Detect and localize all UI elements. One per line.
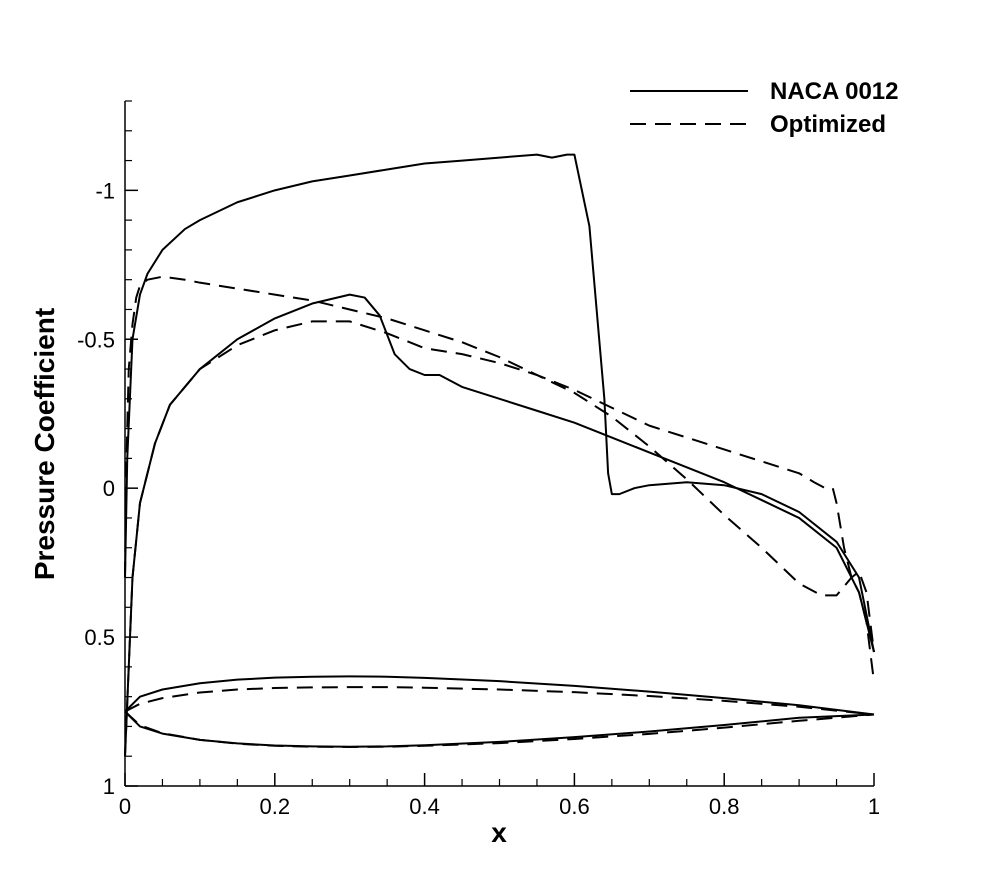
- x-tick-label: 0.6: [559, 794, 590, 819]
- y-tick-label: -0.5: [77, 327, 115, 352]
- legend-label-naca-0012: NACA 0012: [770, 78, 899, 105]
- x-tick-label: 1: [868, 794, 880, 819]
- naca-0012-airfoil-upper-contour-line: [124, 675, 875, 716]
- series-layer: [124, 153, 875, 757]
- axes: [124, 101, 874, 787]
- y-tick-label: 0: [103, 476, 115, 501]
- naca-0012-airfoil-lower-contour-line: [124, 710, 875, 748]
- y-tick-label: 0.5: [84, 625, 115, 650]
- optimized-airfoil-upper-contour-line: [124, 686, 875, 716]
- axis-tick-labels: 0 0.2 0.4 0.6 0.8 1 -1 -0.5 0 0.5 1: [77, 178, 880, 819]
- legend: NACA 0012 Optimized: [630, 78, 899, 138]
- optimized-upper-surface-cp-line: [124, 275, 875, 682]
- x-axis-title: x: [491, 817, 507, 848]
- series-naca-0012: [124, 153, 875, 757]
- x-tick-label: 0.2: [260, 794, 291, 819]
- optimized-lower-surface-cp-line: [124, 320, 875, 757]
- y-axis-title: Pressure Coefficient: [29, 308, 60, 580]
- y-tick-label: -1: [95, 178, 115, 203]
- naca-0012-lower-surface-cp-line: [124, 293, 875, 757]
- axis-ticks: [124, 100, 875, 787]
- x-tick-label: 0: [119, 794, 131, 819]
- optimized-airfoil-lower-contour-line: [124, 710, 875, 748]
- x-tick-label: 0.4: [409, 794, 440, 819]
- y-tick-label: 1: [103, 774, 115, 799]
- legend-label-optimized: Optimized: [770, 111, 886, 138]
- naca-0012-upper-surface-cp-line: [124, 153, 875, 653]
- x-tick-label: 0.8: [709, 794, 740, 819]
- series-optimized: [124, 275, 875, 757]
